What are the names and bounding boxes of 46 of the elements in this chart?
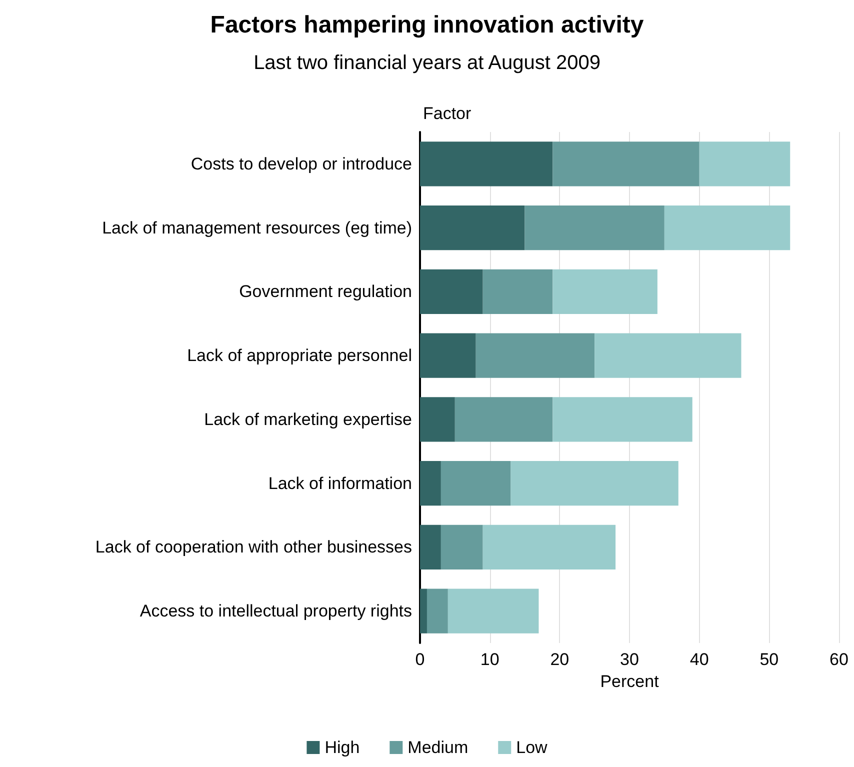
x-tick-label: 40 xyxy=(690,650,709,669)
bar xyxy=(420,205,525,250)
y-axis-title: Factor xyxy=(423,104,472,123)
bar xyxy=(454,397,553,442)
x-tick-label: 0 xyxy=(415,650,425,669)
bar xyxy=(552,142,700,186)
chart-title: Factors hampering innovation activity xyxy=(210,12,644,38)
bar xyxy=(482,524,616,570)
bar xyxy=(510,460,678,506)
y-tick-label: Lack of cooperation with other businesses xyxy=(95,538,412,557)
bar xyxy=(440,524,483,570)
chart-subtitle: Last two financial years at August 2009 xyxy=(254,52,600,74)
y-tick-label: Lack of marketing expertise xyxy=(204,410,412,429)
y-tick-label: Costs to develop or introduce xyxy=(190,154,412,174)
legend-label: Medium xyxy=(408,738,468,757)
bar xyxy=(448,588,539,634)
x-tick-label: 60 xyxy=(830,650,848,669)
x-tick-label: 50 xyxy=(760,650,779,669)
y-tick-label: Lack of information xyxy=(268,474,412,493)
bar xyxy=(420,524,441,570)
bar xyxy=(426,588,448,634)
bar xyxy=(664,205,790,250)
bar xyxy=(699,142,790,186)
legend-label: High xyxy=(324,738,360,757)
y-tick-label: Government regulation xyxy=(239,282,412,302)
bar xyxy=(482,269,553,314)
bar xyxy=(440,460,511,506)
bar xyxy=(552,397,692,442)
y-tick-label: Lack of appropriate personnel xyxy=(187,346,412,366)
bar xyxy=(594,333,742,378)
legend-label: Low xyxy=(516,738,548,757)
bar xyxy=(552,269,658,314)
y-tick-label: Access to intellectual property rights xyxy=(140,602,412,621)
x-tick-label: 10 xyxy=(480,650,500,669)
bar xyxy=(420,333,476,378)
bar xyxy=(420,397,455,442)
bar xyxy=(420,588,427,634)
y-tick-label: Lack of management resources (eg time) xyxy=(102,218,412,238)
bar xyxy=(420,460,441,506)
x-tick-label: 30 xyxy=(620,650,639,669)
x-axis-title: Percent xyxy=(600,672,660,691)
x-tick-label: 20 xyxy=(550,650,570,669)
bar xyxy=(476,333,595,378)
bar xyxy=(420,142,553,186)
bar xyxy=(524,205,664,250)
bar xyxy=(420,269,483,314)
